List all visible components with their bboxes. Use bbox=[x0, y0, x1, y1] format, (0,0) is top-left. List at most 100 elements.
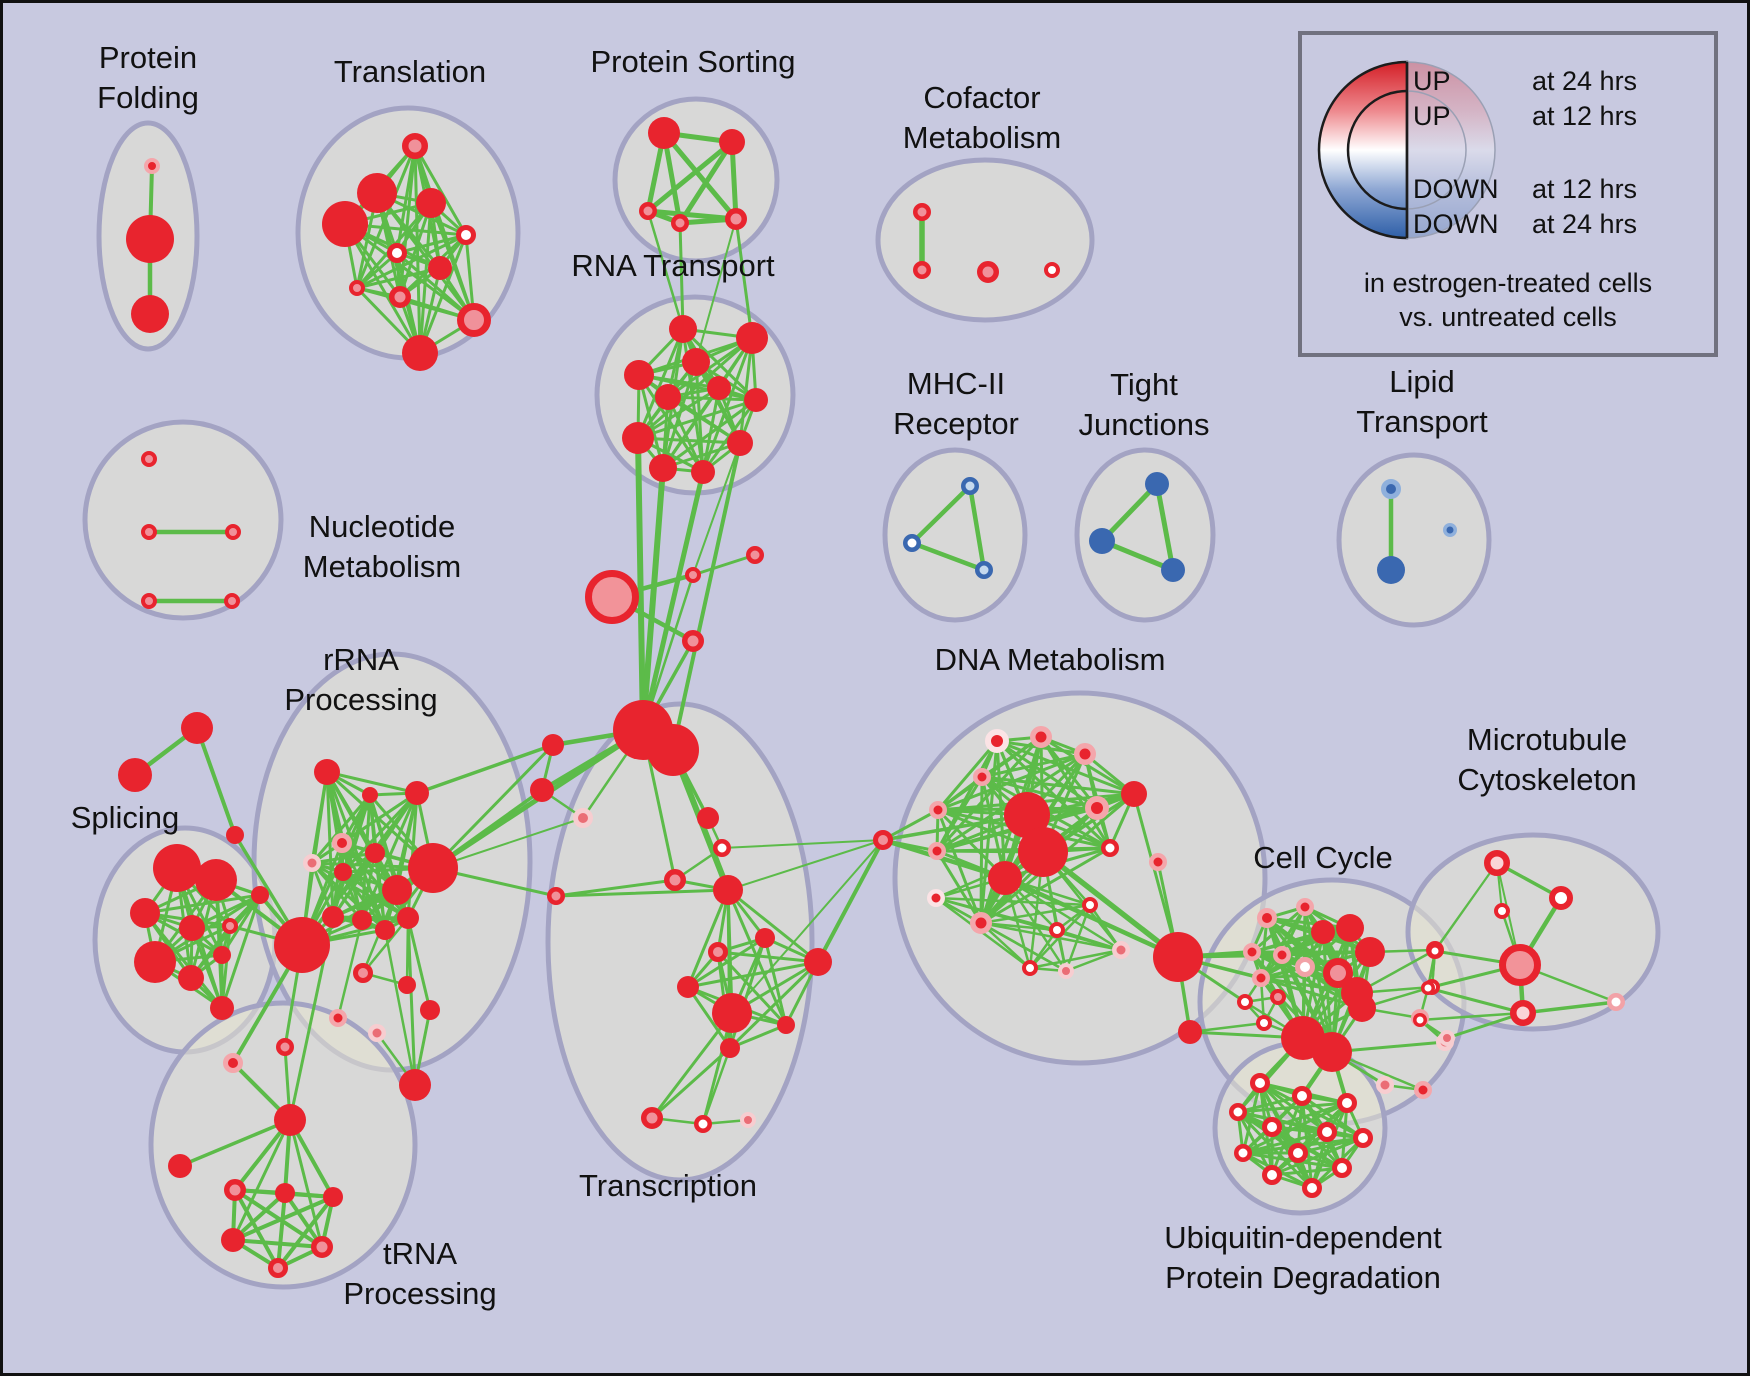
cluster-label-microtubule-cytoskeleton: Cytoskeleton bbox=[1457, 762, 1636, 797]
edge-rt10-h1 bbox=[640, 465, 666, 733]
node-k10 bbox=[1252, 969, 1270, 987]
edge-d17-d18 bbox=[1028, 948, 1123, 970]
node-tn1 bbox=[274, 1104, 306, 1136]
node-m3 bbox=[1494, 903, 1510, 919]
cluster-label-translation: Translation bbox=[334, 54, 486, 89]
edge-mh1-mh3 bbox=[967, 483, 987, 573]
node-d18 bbox=[1022, 960, 1038, 976]
node-d11 bbox=[928, 842, 946, 860]
edge-u7-u9 bbox=[1296, 1136, 1365, 1155]
edge-u2-u4 bbox=[1236, 1094, 1304, 1114]
node-d16 bbox=[1049, 922, 1065, 938]
edge-rt2-rt11 bbox=[701, 336, 754, 474]
edge-u3-u4 bbox=[1236, 1101, 1349, 1114]
edge-tr7-tr8 bbox=[716, 950, 820, 964]
node-rt7 bbox=[744, 388, 768, 412]
node-m9 bbox=[1413, 1013, 1427, 1027]
node-r23 bbox=[398, 976, 416, 994]
node-cf4 bbox=[1044, 262, 1060, 278]
node-r12 bbox=[352, 910, 372, 930]
node-tn2 bbox=[168, 1154, 192, 1178]
edge-rt6-rt7 bbox=[666, 395, 758, 402]
edge-r4-r7 bbox=[310, 770, 329, 865]
edge-d15-d17 bbox=[1088, 903, 1123, 952]
edge-tn5-tn8 bbox=[276, 1195, 335, 1270]
node-tr2 bbox=[713, 839, 731, 857]
edge-tr8-cp bbox=[816, 838, 885, 964]
edge-d5-d14 bbox=[936, 808, 983, 925]
edge-d2-d11 bbox=[935, 735, 1043, 853]
node-tj2 bbox=[1089, 528, 1115, 554]
edge-rt1-rt7 bbox=[681, 327, 758, 402]
node-rt2 bbox=[736, 322, 768, 354]
cluster-label-ubiquitin-dependent-protein-degradation: Protein Degradation bbox=[1165, 1260, 1441, 1295]
edge-r4-r11 bbox=[325, 770, 335, 919]
cluster-protein-sorting bbox=[612, 96, 780, 264]
node-d7 bbox=[1004, 792, 1050, 838]
edge-cp-tr4 bbox=[727, 839, 884, 891]
edge-k2-k6 bbox=[1250, 905, 1307, 954]
edge-tn1-tn7 bbox=[288, 1118, 324, 1249]
edge-s3-s10 bbox=[143, 893, 262, 915]
node-tr11 bbox=[777, 1016, 795, 1034]
node-r19 bbox=[399, 1069, 431, 1101]
node-s5 bbox=[222, 918, 238, 934]
node-lt2 bbox=[1377, 556, 1405, 584]
node-r21 bbox=[368, 1024, 386, 1042]
edge-d2-d20 bbox=[980, 735, 1043, 779]
edge-d21-d4 bbox=[1132, 792, 1180, 959]
edge-rt11-h1 bbox=[640, 469, 706, 733]
edge-d1-d5 bbox=[936, 739, 999, 812]
edge-rt6-rt11 bbox=[666, 395, 705, 474]
cluster-label-mhc-ii-receptor: Receptor bbox=[893, 406, 1019, 441]
cluster-label-splicing: Splicing bbox=[71, 800, 180, 835]
node-t5 bbox=[456, 225, 476, 245]
cluster-cofactor-metabolism bbox=[875, 157, 1095, 323]
edge-tr4-tr8 bbox=[726, 888, 820, 964]
node-k11 bbox=[1270, 989, 1286, 1005]
edge-rt4-rt11 bbox=[637, 373, 705, 474]
edge-tn4-tn8 bbox=[276, 1191, 287, 1270]
cluster-label-cofactor-metabolism: Metabolism bbox=[903, 120, 1062, 155]
edge-d16-d17 bbox=[1055, 928, 1123, 952]
edge-rt1-rt8 bbox=[636, 327, 685, 440]
node-c3 bbox=[746, 546, 764, 564]
node-k2 bbox=[1296, 898, 1314, 916]
edge-r18-r14 bbox=[406, 916, 432, 1012]
cluster-label-nucleotide-metabolism: Nucleotide bbox=[309, 509, 455, 544]
node-u4 bbox=[1229, 1103, 1247, 1121]
node-x1 bbox=[181, 712, 213, 744]
node-c5 bbox=[542, 734, 564, 756]
cluster-label-nucleotide-metabolism: Metabolism bbox=[303, 549, 462, 584]
node-rt4 bbox=[624, 360, 654, 390]
legend-direction-label: UP bbox=[1413, 66, 1451, 96]
node-r13 bbox=[375, 920, 395, 940]
cluster-transcription bbox=[545, 701, 815, 1183]
node-s1 bbox=[153, 844, 201, 892]
node-ps5 bbox=[725, 208, 747, 230]
node-k23 bbox=[1414, 1081, 1432, 1099]
node-tj1 bbox=[1145, 472, 1169, 496]
node-u2 bbox=[1292, 1086, 1312, 1106]
node-ps2 bbox=[719, 129, 745, 155]
node-tn3 bbox=[224, 1179, 246, 1201]
edge-t5-t6 bbox=[395, 233, 468, 255]
node-d13 bbox=[927, 889, 945, 907]
edge-r5-r7 bbox=[310, 793, 372, 865]
edge-tr7-tr11 bbox=[716, 950, 788, 1027]
edge-rt8-h1 bbox=[635, 435, 646, 733]
node-r4 bbox=[314, 759, 340, 785]
edge-ps4-rt1 bbox=[678, 221, 685, 331]
cluster-lipid-transport bbox=[1336, 452, 1492, 628]
edge-m4-m1 bbox=[1434, 862, 1498, 952]
label-layer: Protein Folding Translation Protein Sorting… bbox=[71, 40, 1637, 1311]
node-u8 bbox=[1234, 1144, 1252, 1162]
node-r8 bbox=[365, 843, 385, 863]
node-c6 bbox=[530, 778, 554, 802]
node-tr8 bbox=[804, 948, 832, 976]
node-m8 bbox=[1607, 993, 1625, 1011]
edge-rt9-h2 bbox=[671, 441, 742, 752]
cluster-label-lipid-transport: Lipid bbox=[1389, 364, 1455, 399]
edge-m7-m8 bbox=[1521, 1000, 1618, 1015]
